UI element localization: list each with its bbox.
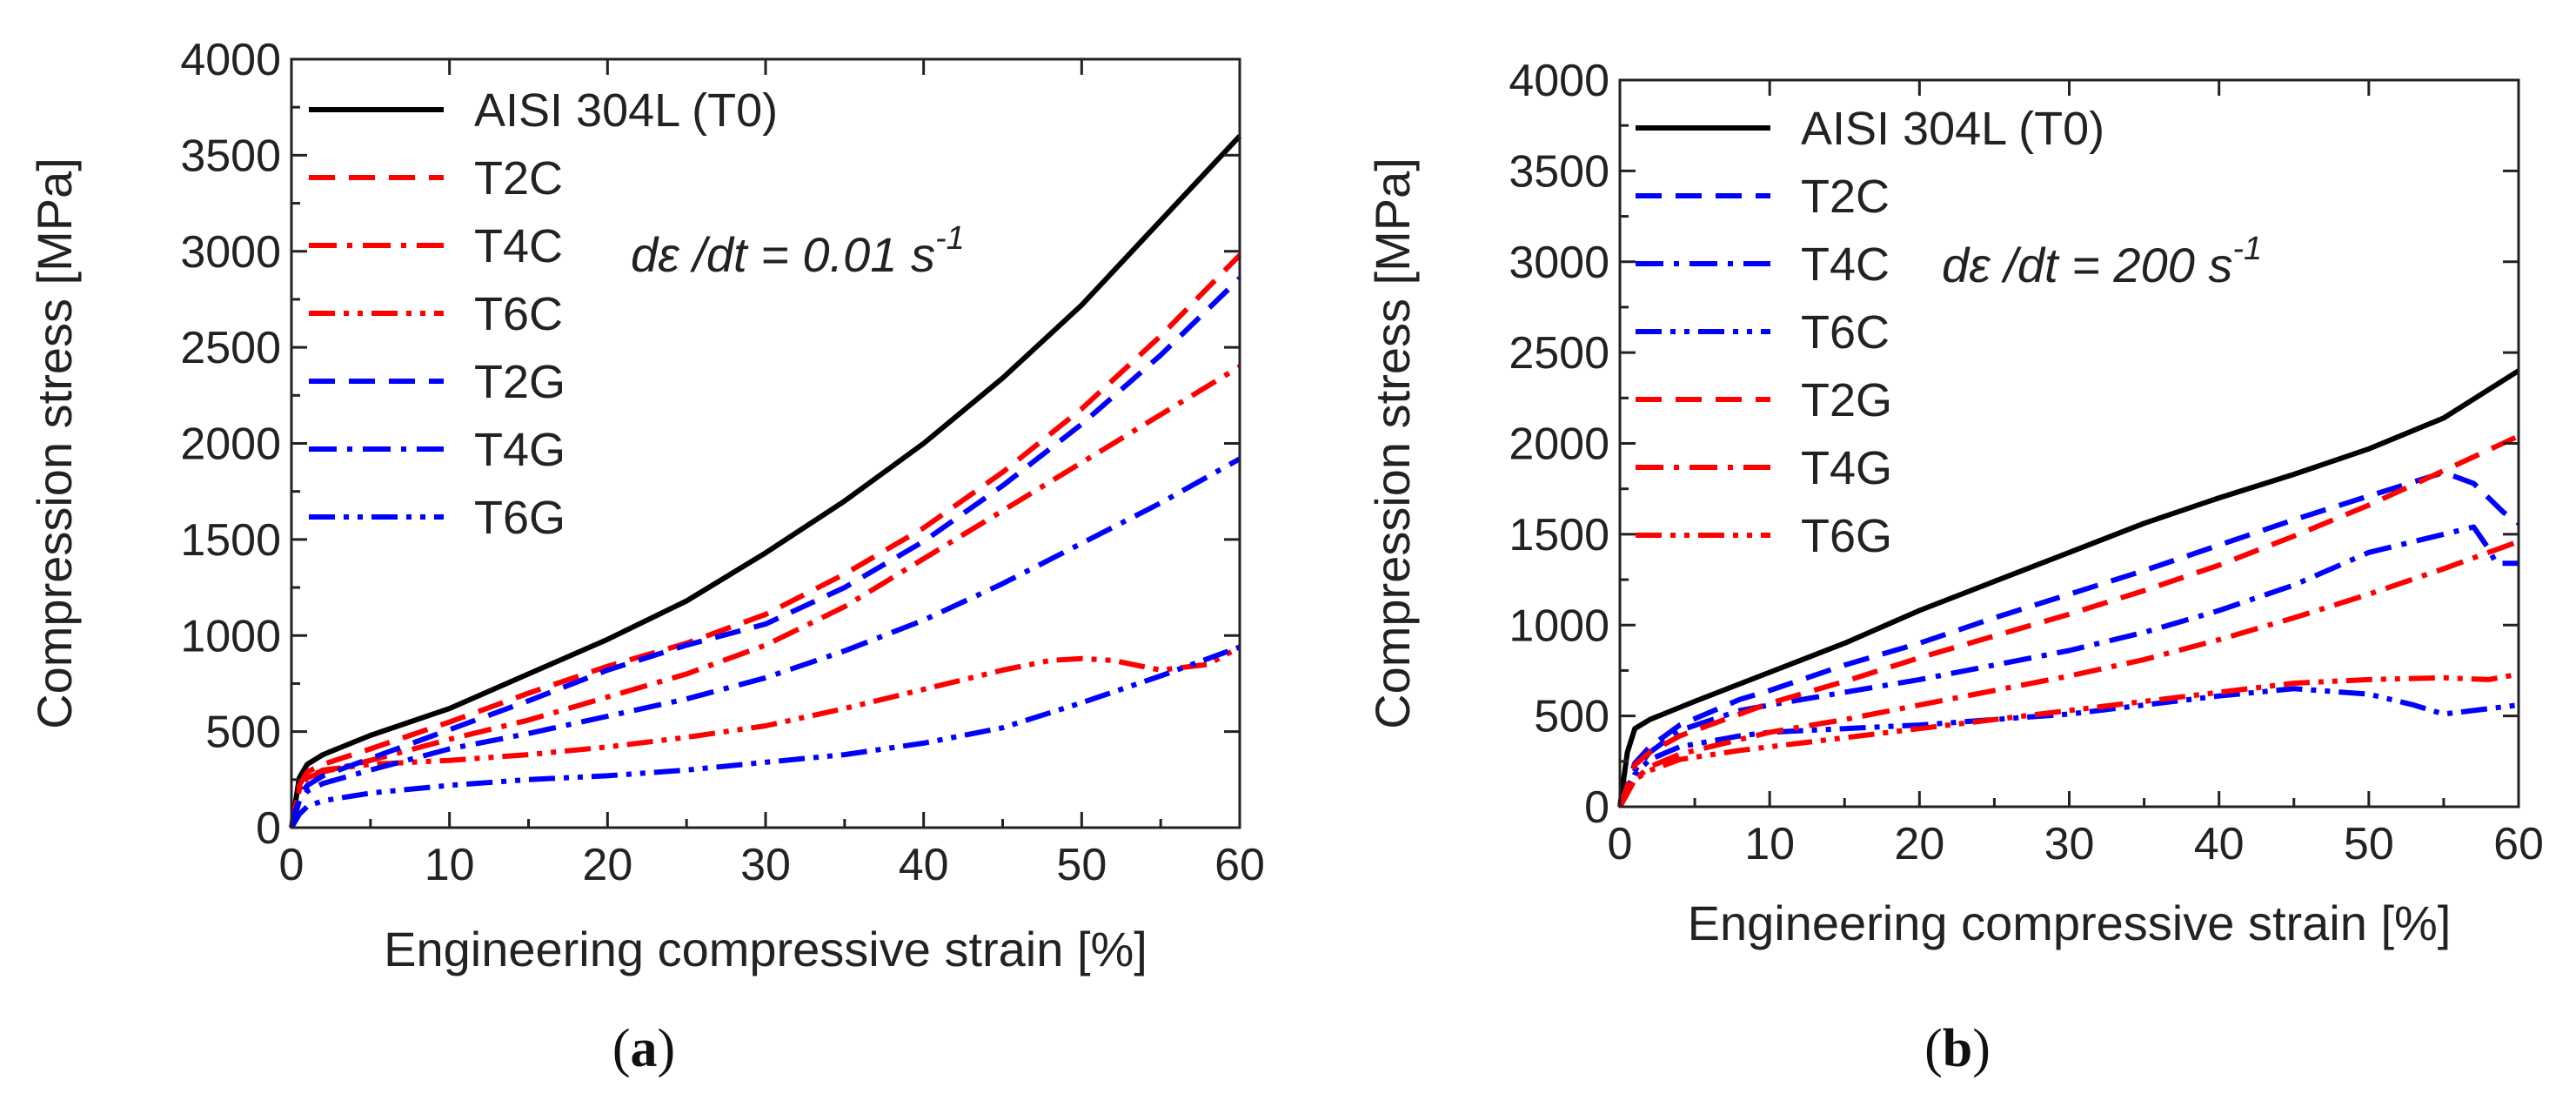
panel-label-open: ( — [612, 1019, 631, 1078]
legend-label: T6C — [1801, 306, 1890, 359]
annotation-sup: -1 — [2232, 231, 2262, 267]
y-tick-label: 3000 — [1509, 238, 1609, 288]
y-tick-label: 1500 — [1509, 510, 1609, 560]
y-tick-label: 3500 — [180, 131, 281, 181]
y-tick-label: 0 — [1584, 782, 1609, 833]
annotation-mid: /dt = 0.01 s — [679, 227, 935, 282]
series-group — [1617, 368, 2520, 808]
y-tick-label: 4000 — [1509, 56, 1609, 106]
legend-label: T2G — [1801, 374, 1892, 426]
panel-label-letter: a — [631, 1019, 658, 1078]
y-tick-label: 3000 — [180, 227, 281, 278]
legend-label: T2C — [474, 152, 563, 205]
panel-label: (b) — [1924, 1019, 1991, 1078]
y-tick-label: 1000 — [180, 611, 281, 661]
x-tick-label: 30 — [740, 840, 791, 890]
strain-rate-annotation: dε /dt = 200 s-1 — [1942, 231, 2262, 292]
y-tick-label: 500 — [1534, 692, 1609, 742]
series-line-t4g — [1617, 539, 2520, 808]
annotation-prefix: d — [631, 227, 659, 282]
legend-label: T4C — [474, 220, 563, 272]
series-line-t6c — [1617, 686, 2519, 808]
x-tick-label: 50 — [1056, 840, 1107, 890]
y-tick-label: 1500 — [180, 515, 281, 566]
x-tick-label: 10 — [1744, 819, 1795, 869]
x-ticks: 0 10 20 30 40 50 60 — [1608, 80, 2544, 869]
y-tick-label: 1000 — [1509, 600, 1609, 651]
annotation-epsilon: ε — [658, 227, 680, 282]
y-tick-label: 0 — [256, 803, 281, 854]
x-axis-title: Engineering compressive strain [%] — [384, 922, 1147, 976]
legend-label: T4G — [474, 424, 565, 476]
panel-label-close: ) — [1972, 1019, 1991, 1078]
series-line-t2g — [1617, 433, 2520, 808]
y-tick-label: 2000 — [1509, 419, 1609, 470]
legend-label: T6G — [1801, 510, 1892, 562]
x-tick-label: 60 — [2493, 819, 2544, 869]
x-axis-title: Engineering compressive strain [%] — [1688, 896, 2452, 950]
y-tick-label: 500 — [205, 708, 281, 758]
panel-label-close: ) — [658, 1019, 676, 1078]
annotation-epsilon: ε — [1969, 238, 1991, 292]
x-tick-label: 10 — [425, 840, 475, 890]
chart-panel-b: 0 10 20 30 40 50 60 0 500 1000 1500 2000 2500 3000 350… — [1365, 56, 2544, 1078]
x-ticks: 0 10 20 30 40 50 60 — [279, 59, 1265, 890]
series-line-aisi-304l-t0- — [289, 134, 1242, 829]
series-line-t6g — [289, 644, 1241, 829]
y-axis-title: Compression stress [MPa] — [27, 158, 82, 729]
panel-label-open: ( — [1924, 1019, 1943, 1078]
x-tick-label: 30 — [2044, 819, 2095, 869]
series-line-t2g — [289, 276, 1242, 829]
x-tick-label: 40 — [2194, 819, 2245, 869]
y-ticks: 0 500 1000 1500 2000 2500 3000 3500 4000 — [180, 35, 1240, 854]
strain-rate-annotation: dε /dt = 0.01 s-1 — [631, 220, 965, 282]
series-line-t4c — [289, 364, 1241, 829]
legend-label: T2G — [474, 356, 565, 408]
annotation-mid: /dt = 200 s — [1991, 238, 2233, 292]
legend-label: T2C — [1801, 171, 1890, 223]
y-tick-label: 2500 — [1509, 328, 1609, 379]
x-tick-label: 0 — [1608, 819, 1633, 869]
y-axis-title: Compression stress [MPa] — [1365, 158, 1420, 729]
annotation-sup: -1 — [935, 220, 965, 257]
y-tick-label: 2500 — [180, 323, 281, 373]
series-line-aisi-304l-t0- — [1617, 368, 2520, 808]
series-line-t4g — [289, 456, 1241, 829]
series-line-t2c — [1617, 469, 2520, 808]
legend-label: T6G — [474, 492, 565, 544]
x-tick-label: 20 — [1894, 819, 1944, 869]
y-tick-label: 3500 — [1509, 146, 1609, 197]
x-tick-label: 40 — [899, 840, 949, 890]
legend-label: T6C — [474, 288, 563, 340]
series-line-t6c — [289, 644, 1241, 829]
y-tick-label: 4000 — [180, 35, 281, 85]
annotation-prefix: d — [1942, 238, 1970, 292]
legend-label: T4C — [1801, 238, 1890, 291]
panel-label-letter: b — [1943, 1019, 1972, 1078]
y-tick-label: 2000 — [180, 419, 281, 470]
panel-label: (a) — [612, 1019, 675, 1078]
legend-label: AISI 304L (T0) — [1801, 103, 2104, 155]
chart-panel-a: 0 10 20 30 40 50 60 0 500 1000 1500 2000 2500 3000 350… — [27, 35, 1265, 1078]
series-line-t6g — [1617, 671, 2519, 808]
legend-label: T4G — [1801, 442, 1892, 494]
x-tick-label: 0 — [279, 840, 304, 890]
series-line-t2c — [289, 253, 1242, 829]
legend-label: AISI 304L (T0) — [474, 84, 778, 137]
legend: AISI 304L (T0) T2C T4C T6C T2G T4G T6G — [309, 84, 778, 544]
y-ticks: 0 500 1000 1500 2000 2500 3000 3500 4000 — [1509, 56, 2519, 833]
x-tick-label: 50 — [2344, 819, 2394, 869]
x-tick-label: 20 — [582, 840, 632, 890]
series-group — [289, 134, 1242, 829]
x-tick-label: 60 — [1214, 840, 1265, 890]
series-line-t4c — [1617, 524, 2519, 808]
legend: AISI 304L (T0) T2C T4C T6C T2G T4G T6G — [1636, 103, 2104, 562]
